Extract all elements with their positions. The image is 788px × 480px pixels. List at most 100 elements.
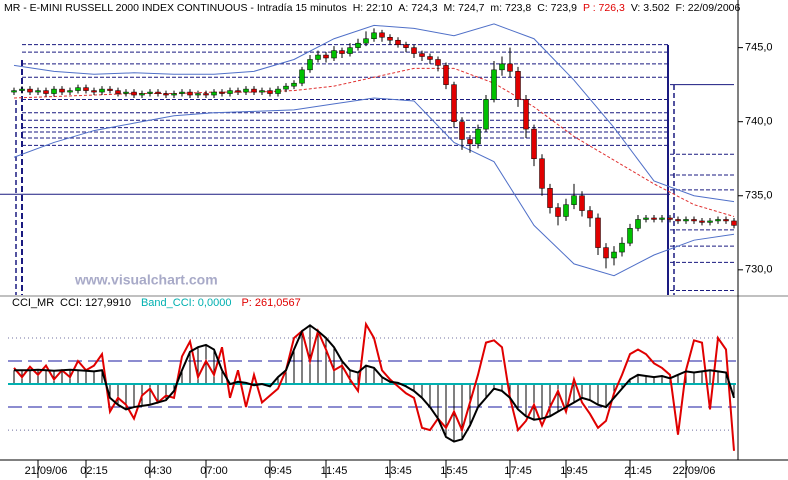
candle-body xyxy=(123,91,129,94)
candle-body xyxy=(275,88,281,94)
stat: M: 724,7 xyxy=(443,2,485,14)
candle-body xyxy=(131,91,137,96)
candle-body xyxy=(395,39,401,45)
candle-body xyxy=(155,91,161,94)
y-tick-label: 745,0 xyxy=(745,42,773,54)
x-tick-label: 21:45 xyxy=(624,465,652,477)
candle-body xyxy=(67,90,73,93)
candle-body xyxy=(331,50,337,59)
x-tick-label: 02:15 xyxy=(80,465,108,477)
candle-body xyxy=(571,195,577,205)
candle-body xyxy=(667,217,673,220)
candle-body xyxy=(195,93,201,96)
candle-body xyxy=(675,219,681,222)
candle-body xyxy=(163,93,169,96)
candle-body xyxy=(91,90,97,93)
candle-body xyxy=(379,32,385,38)
candle-body xyxy=(339,50,345,54)
candle-body xyxy=(579,195,585,211)
candle-body xyxy=(27,88,33,93)
stat: P : 726,3 xyxy=(582,2,625,14)
candle-body xyxy=(475,128,481,145)
candle-body xyxy=(99,88,105,93)
candle-body xyxy=(547,188,553,208)
candle-body xyxy=(467,139,473,145)
candle-body xyxy=(371,32,377,39)
candle-body xyxy=(659,217,665,220)
candle-body xyxy=(555,207,561,217)
candle-body xyxy=(315,54,321,60)
candle-body xyxy=(419,53,425,57)
candle-body xyxy=(227,90,233,94)
candle-body xyxy=(483,99,489,130)
candle-body xyxy=(243,88,249,93)
candle-body xyxy=(427,56,433,60)
y-tick-label: 735,0 xyxy=(745,190,773,202)
legend-entry: CCI: 127,9910 xyxy=(60,297,131,309)
candle-body xyxy=(603,247,609,259)
x-tick-label: 21/09/06 xyxy=(25,465,68,477)
candle-body xyxy=(203,93,209,96)
candle-body xyxy=(347,47,353,54)
x-tick-label: 04:30 xyxy=(144,465,172,477)
overlay-line xyxy=(13,23,735,203)
candle-body xyxy=(19,88,25,91)
header: MR - E-MINI RUSSELL 2000 INDEX CONTINUOU… xyxy=(4,2,746,14)
candle-body xyxy=(619,242,625,253)
candle-body xyxy=(411,47,417,54)
candle-body xyxy=(283,85,289,90)
stat: H: 22:10 xyxy=(352,2,393,14)
candle-body xyxy=(35,90,41,93)
candle-body xyxy=(59,88,65,93)
candle-body xyxy=(491,69,497,100)
candle-body xyxy=(627,228,633,244)
candle-body xyxy=(723,219,729,222)
candle-body xyxy=(635,219,641,229)
candle-body xyxy=(43,90,49,94)
candle-body xyxy=(219,91,225,94)
candle-body xyxy=(499,63,505,71)
candle-body xyxy=(523,99,529,130)
x-tick-label: 11:45 xyxy=(321,465,348,477)
candle-body xyxy=(139,93,145,96)
candle-body xyxy=(715,219,721,222)
x-tick-label: 13:45 xyxy=(384,465,412,477)
stat: V: 3.502 xyxy=(630,2,670,14)
candle-body xyxy=(211,91,217,96)
stat: C: 723,9 xyxy=(537,2,577,14)
stat: F: 22/09/2006 xyxy=(675,2,741,14)
candle-body xyxy=(235,90,241,93)
candle-body xyxy=(651,217,657,220)
candle-body xyxy=(451,84,457,122)
candle-body xyxy=(363,38,369,44)
watermark: www.visualchart.com xyxy=(74,272,218,288)
x-tick-label: 17:45 xyxy=(504,465,532,477)
overlay-line xyxy=(13,97,735,277)
candle-body xyxy=(251,88,257,93)
candle-body xyxy=(75,87,81,91)
candle-body xyxy=(147,91,153,94)
x-tick-label: 15:45 xyxy=(440,465,468,477)
candle-body xyxy=(683,219,689,222)
candle-body xyxy=(323,54,329,59)
legend-entry: Band_CCI: 0,0000 xyxy=(141,297,232,309)
candle-body xyxy=(307,59,313,71)
legend-entry: P: 261,0567 xyxy=(241,297,300,309)
candle-body xyxy=(355,42,361,48)
candle-body xyxy=(531,128,537,159)
candle-body xyxy=(259,90,265,93)
candle-body xyxy=(107,88,113,91)
candle-body xyxy=(11,90,17,93)
candle-body xyxy=(179,91,185,94)
candle-body xyxy=(595,217,601,248)
candle-body xyxy=(187,91,193,96)
stat: A: 724,3 xyxy=(398,2,438,14)
candle-body xyxy=(539,158,545,189)
cci-title: CCI_MR xyxy=(12,297,54,309)
y-tick-label: 740,0 xyxy=(745,116,773,128)
candle-body xyxy=(83,87,89,91)
candle-body xyxy=(699,220,705,223)
